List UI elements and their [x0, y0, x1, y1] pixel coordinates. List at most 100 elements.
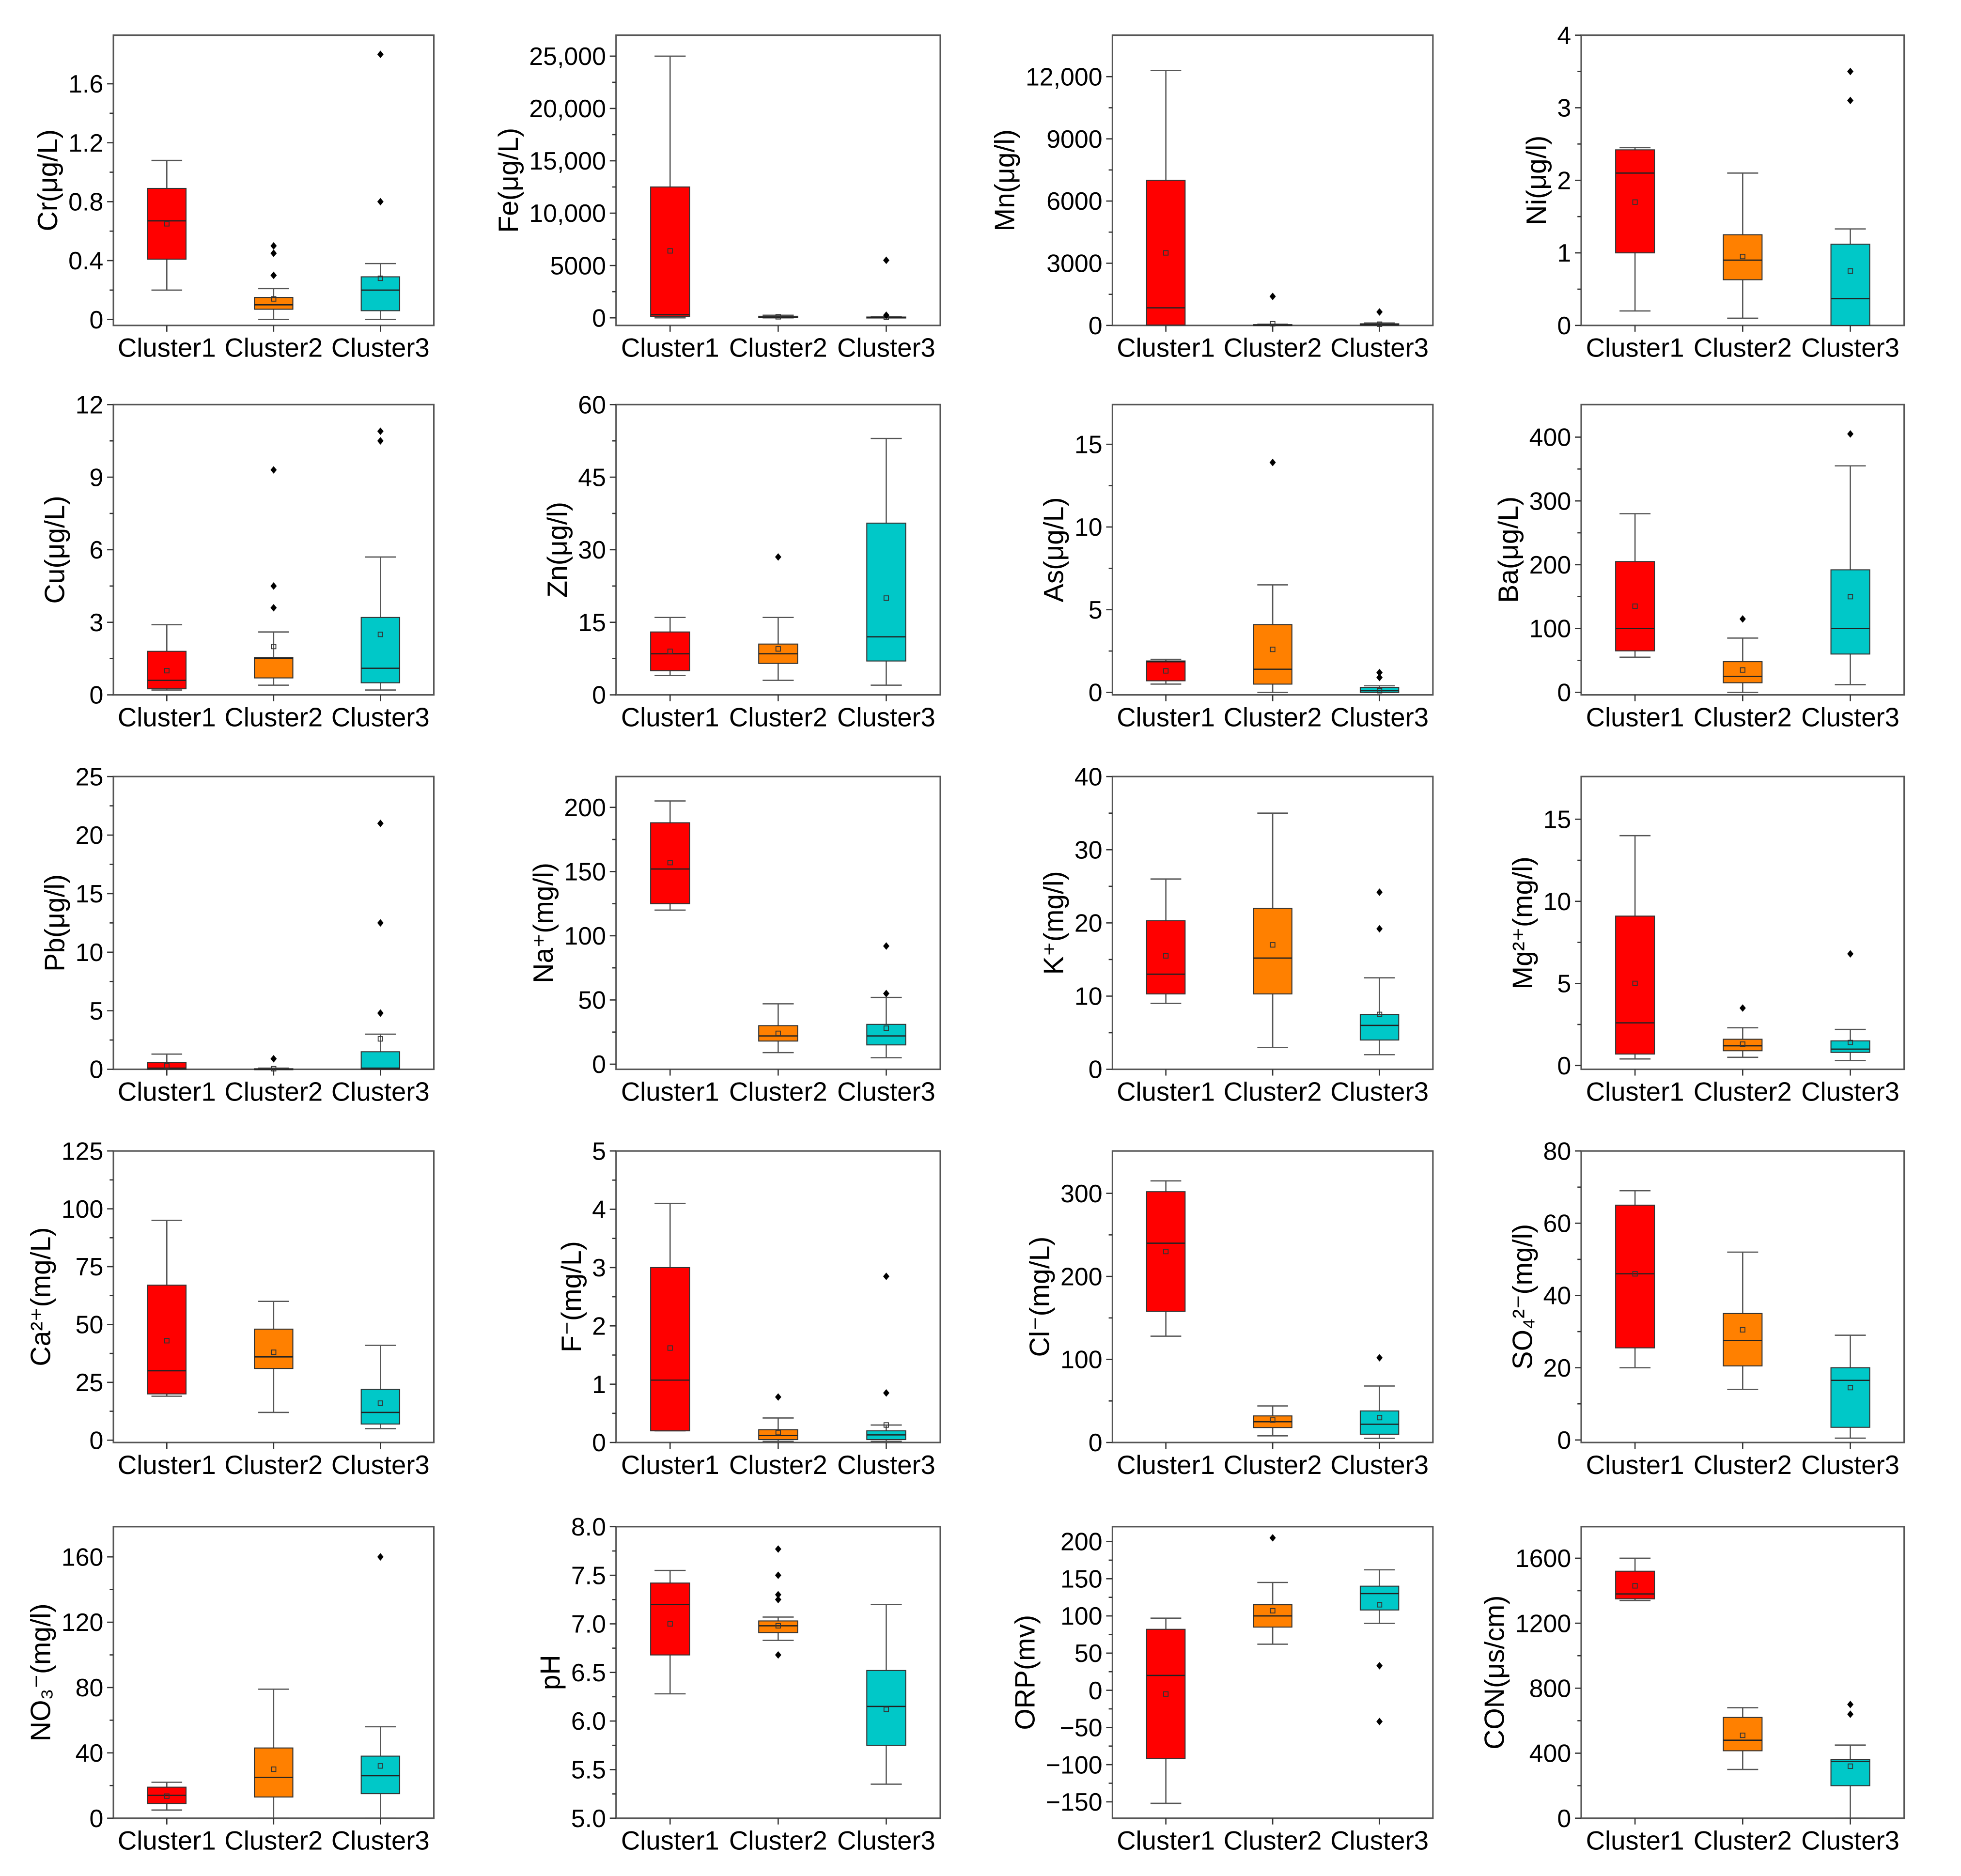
iqr-box — [360, 617, 401, 683]
x-tick-label: Cluster3 — [331, 702, 430, 732]
y-tick-label: 0.8 — [68, 188, 103, 216]
box-cluster1 — [650, 800, 690, 911]
x-tick-label: Cluster1 — [1117, 1077, 1215, 1106]
outlier-point — [377, 1009, 384, 1017]
outlier-point — [1376, 1354, 1383, 1362]
y-tick-label: 120 — [62, 1608, 104, 1636]
y-tick-label: 9000 — [1046, 125, 1102, 153]
y-tick-label: 5.5 — [571, 1756, 606, 1784]
y-tick-label: 1600 — [1515, 1544, 1571, 1572]
x-tick-label: Cluster3 — [837, 1450, 935, 1480]
mean-marker — [1740, 667, 1745, 673]
box-cluster3 — [1359, 888, 1400, 1055]
mean-marker — [164, 668, 170, 674]
y-tick-label: 7.0 — [571, 1610, 606, 1638]
outlier-point — [377, 437, 384, 445]
x-tick-label: Cluster3 — [331, 1077, 430, 1106]
y-tick-label: 6.0 — [571, 1707, 606, 1735]
outlier-point — [1739, 1004, 1746, 1012]
x-tick-label: Cluster2 — [1224, 1826, 1322, 1856]
outlier-point — [775, 553, 781, 561]
y-tick-label: 75 — [76, 1253, 104, 1281]
x-tick-label: Cluster1 — [1117, 702, 1215, 732]
x-tick-label: Cluster1 — [118, 702, 216, 732]
x-tick-label: Cluster2 — [1694, 1077, 1792, 1106]
y-tick-label: 100 — [1060, 1602, 1103, 1630]
outlier-point — [270, 604, 277, 612]
y-tick-label: 2 — [592, 1312, 606, 1340]
y-tick-label: −100 — [1046, 1751, 1103, 1779]
box-cluster1 — [147, 624, 187, 691]
y-tick-label: 0.4 — [68, 247, 103, 275]
y-tick-label: 12,000 — [1026, 62, 1103, 91]
y-axis-label: Mn(μg/l) — [990, 129, 1021, 231]
mean-marker — [883, 1025, 889, 1031]
outlier-point — [270, 271, 277, 279]
y-axis-label: Na⁺(mg/l) — [528, 863, 559, 983]
y-tick-label: 50 — [1074, 1639, 1103, 1667]
y-tick-label: 0 — [1557, 1426, 1571, 1454]
y-tick-label: 0 — [1089, 679, 1103, 707]
x-tick-label: Cluster3 — [1330, 1077, 1429, 1106]
y-tick-label: 0 — [89, 1804, 103, 1832]
box-cluster1 — [650, 1203, 690, 1432]
y-tick-label: 100 — [62, 1195, 104, 1223]
x-tick-label: Cluster2 — [224, 1450, 323, 1480]
box-cluster2 — [1253, 293, 1292, 327]
y-tick-label: 4 — [592, 1195, 606, 1224]
y-tick-label: 20 — [1543, 1354, 1572, 1382]
panel-1: 0 5000 10,000 15,000 20,000 25,000 Fe(μg/L) Clu… — [493, 34, 941, 363]
y-axis-label: Ca²⁺(mg/L) — [25, 1227, 56, 1366]
mean-marker — [775, 1429, 781, 1436]
box-cluster3 — [360, 820, 401, 1070]
y-axis-label: SO₄²⁻(mg/l) — [1507, 1224, 1538, 1370]
x-tick-label: Cluster1 — [621, 333, 719, 363]
iqr-box — [866, 1670, 906, 1746]
box-cluster2 — [254, 1055, 294, 1071]
x-tick-label: Cluster1 — [118, 1826, 216, 1856]
outlier-point — [883, 311, 889, 319]
mean-marker — [1740, 1327, 1745, 1333]
y-tick-label: 200 — [1529, 551, 1572, 579]
outlier-point — [883, 990, 889, 997]
outlier-point — [377, 1553, 384, 1561]
outlier-point — [1269, 1534, 1276, 1542]
box-cluster2 — [758, 314, 798, 320]
y-axis-label: Ni(μg/l) — [1521, 136, 1552, 225]
outlier-point — [775, 1393, 781, 1401]
y-tick-label: 0 — [1557, 1804, 1571, 1832]
y-tick-label: 15 — [76, 880, 104, 908]
y-tick-label: 25,000 — [529, 42, 606, 70]
panel-8: 0 5 10 15 20 25 Pb(μg/l) Cluster1 Cluster2 Cluste… — [39, 762, 435, 1106]
box-cluster2 — [1723, 1251, 1763, 1390]
x-tick-label: Cluster3 — [1801, 702, 1899, 732]
x-tick-label: Cluster1 — [621, 702, 719, 732]
y-tick-label: 6000 — [1046, 187, 1102, 215]
iqr-box — [866, 522, 906, 662]
x-tick-label: Cluster1 — [118, 1077, 216, 1106]
y-axis-label: Ba(μg/L) — [1493, 496, 1524, 603]
iqr-box — [254, 657, 294, 679]
y-tick-label: 5 — [1089, 596, 1103, 624]
iqr-box — [1723, 1717, 1763, 1752]
mean-marker — [1632, 980, 1638, 986]
mean-marker — [377, 632, 383, 637]
outlier-point — [775, 1545, 781, 1553]
y-tick-label: 6.5 — [571, 1659, 606, 1687]
iqr-box — [1146, 1191, 1186, 1312]
outlier-point — [270, 466, 277, 474]
y-tick-label: 150 — [564, 857, 606, 885]
iqr-box — [1723, 234, 1763, 280]
x-tick-label: Cluster2 — [224, 702, 323, 732]
y-tick-label: 200 — [1060, 1528, 1103, 1556]
x-tick-label: Cluster3 — [1801, 1826, 1899, 1856]
y-tick-label: 40 — [1543, 1282, 1572, 1310]
y-tick-label: 10 — [1543, 887, 1572, 915]
y-tick-label: 100 — [564, 922, 606, 950]
mean-marker — [377, 275, 383, 281]
x-tick-label: Cluster3 — [331, 333, 430, 363]
panel-17: 5.0 5.5 6.0 6.5 7.0 7.5 8.0 pH Cluster1 Cluster2 C… — [535, 1513, 941, 1856]
iqr-box — [866, 1023, 906, 1046]
y-tick-label: 3000 — [1046, 249, 1102, 278]
